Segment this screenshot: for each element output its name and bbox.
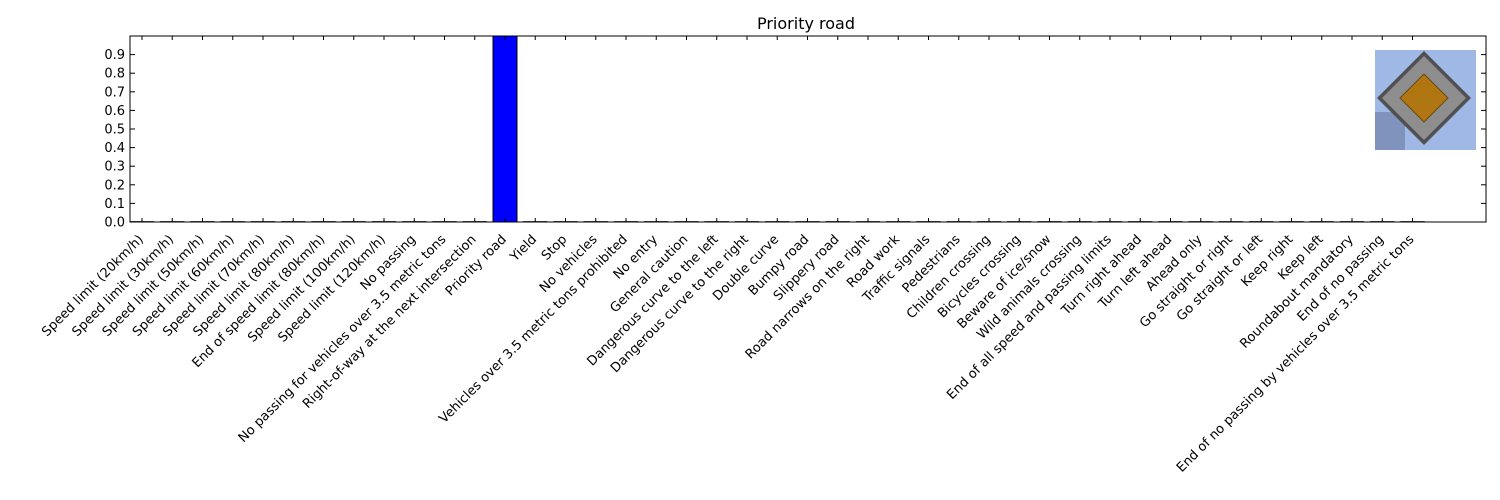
y-tick-label-8: 0.8 bbox=[104, 67, 125, 82]
inset-sign-image bbox=[1375, 50, 1476, 150]
x-tick-label-16: Vehicles over 3.5 metric tons prohibited bbox=[436, 232, 630, 426]
y-tick-label-6: 0.6 bbox=[104, 104, 125, 119]
axes-group: 0.0 0.1 0.2 0.3 0.4 0.5 0.6 0.7 0.8 0.9 bbox=[104, 35, 1487, 231]
y-tick-label-4: 0.4 bbox=[104, 141, 125, 156]
plot-frame bbox=[129, 35, 1487, 223]
bars-group bbox=[129, 35, 1425, 223]
y-tick-label-7: 0.7 bbox=[104, 85, 125, 100]
bar-12 bbox=[492, 35, 518, 223]
x-tick-labels: Speed limit (20km/h)Speed limit (30km/h)… bbox=[39, 232, 1417, 476]
y-tick-label-5: 0.5 bbox=[104, 123, 125, 138]
y-tick-label-3: 0.3 bbox=[104, 160, 125, 175]
priority-road-sign-icon bbox=[1377, 51, 1471, 145]
y-tick-label-2: 0.2 bbox=[104, 178, 125, 193]
y-tick-label-0: 0.0 bbox=[104, 216, 125, 231]
x-tick-label-13: Yield bbox=[507, 232, 540, 265]
chart-title: Priority road bbox=[757, 14, 855, 33]
y-tick-label-9: 0.9 bbox=[104, 48, 125, 63]
y-tick-label-1: 0.1 bbox=[104, 197, 125, 212]
